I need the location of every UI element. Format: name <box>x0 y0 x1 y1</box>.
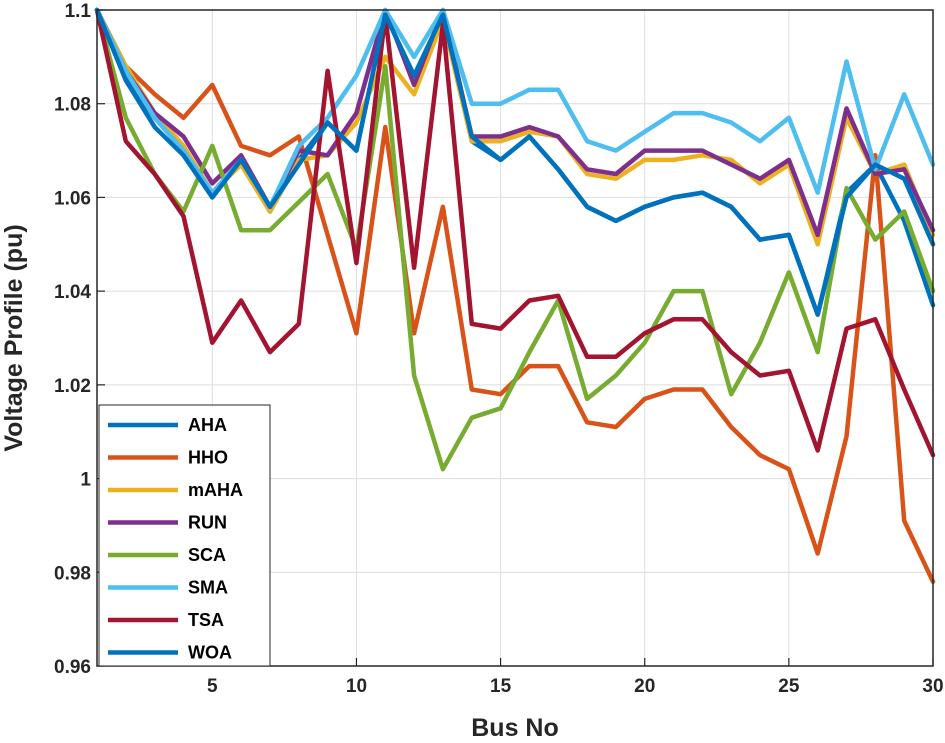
series-line-woa <box>94 7 936 317</box>
legend-label-sca: SCA <box>188 545 226 565</box>
legend-box <box>98 404 271 667</box>
legend-label-aha: AHA <box>188 415 227 435</box>
series-line-sca <box>94 7 936 472</box>
y-axis-label: Voltage Profile (pu) <box>0 224 28 451</box>
legend-label-woa: WOA <box>188 643 232 663</box>
legend-label-tsa: TSA <box>188 610 224 630</box>
y-tick-label: 0.98 <box>54 563 91 584</box>
y-tick-label: 0.96 <box>54 657 91 678</box>
legend-label-sma: SMA <box>188 578 228 598</box>
x-tick-label: 10 <box>346 676 367 697</box>
tick-labels: 5 10 15 20 25 30 0.96 0.98 1 1.02 1.04 1.06 1.08 1.1 <box>54 1 944 697</box>
series-line-tsa <box>94 7 936 458</box>
x-tick-label: 20 <box>634 676 655 697</box>
plot-frame <box>96 9 934 667</box>
y-tick-label: 1 <box>80 470 91 491</box>
x-tick-label: 25 <box>778 676 800 697</box>
x-tick-label: 15 <box>490 676 512 697</box>
series-group <box>94 7 936 584</box>
y-tick-label: 1.1 <box>65 1 92 22</box>
y-tick-label: 1.02 <box>54 376 91 397</box>
legend-label-run: RUN <box>188 513 227 533</box>
x-tick-label: 5 <box>207 676 218 697</box>
y-tick-label: 1.04 <box>54 282 91 303</box>
x-tick-label: 30 <box>922 676 943 697</box>
series-line-run <box>94 7 936 238</box>
legend-label-hho: HHO <box>188 448 228 468</box>
x-axis-label: Bus No <box>471 714 559 742</box>
legend: AHA HHO mAHA RUN SCA SMA TSA WOA <box>98 404 271 667</box>
y-tick-label: 1.06 <box>54 188 91 209</box>
legend-label-maha: mAHA <box>188 480 243 500</box>
y-tick-label: 1.08 <box>54 95 91 116</box>
